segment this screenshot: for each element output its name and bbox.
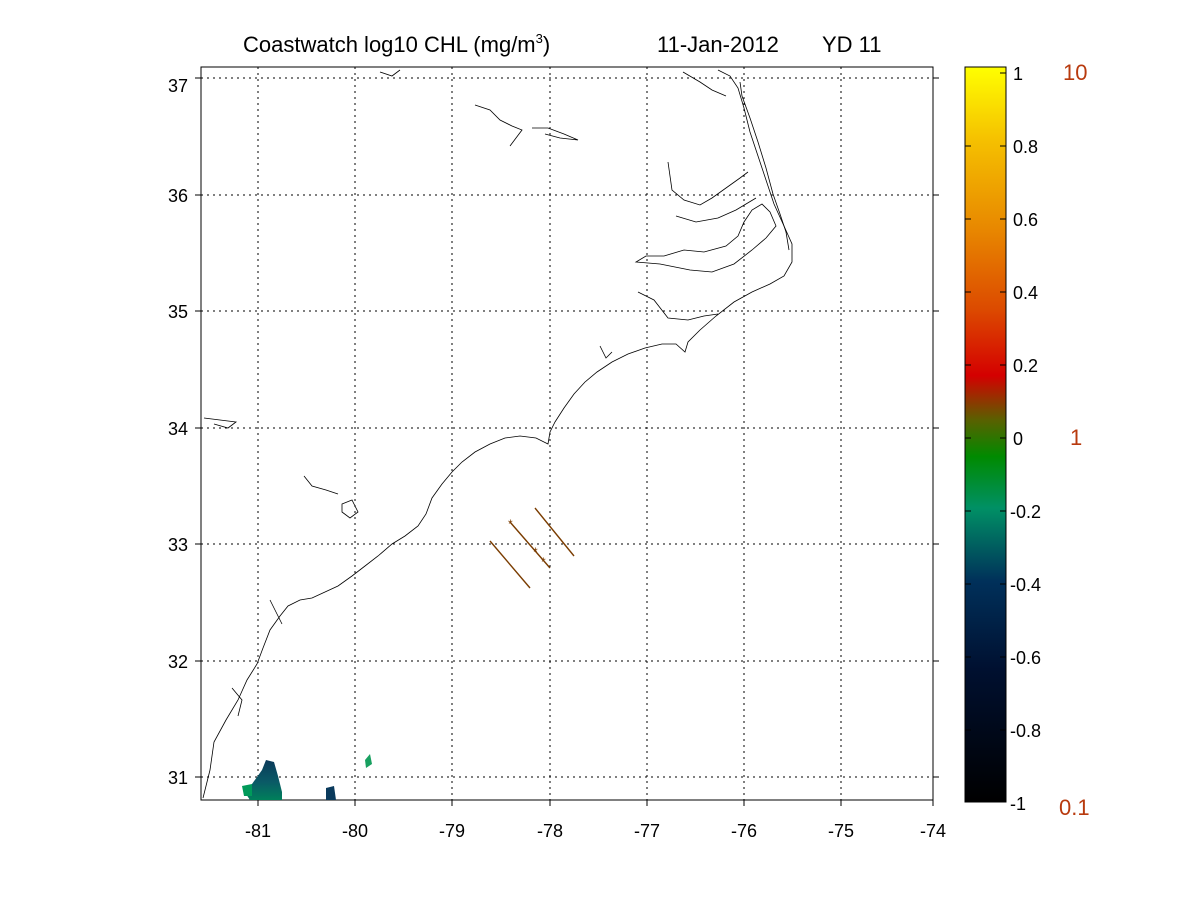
colorbar-side-label-0-1: 0.1 — [1059, 795, 1090, 820]
lat-tick: 32 — [168, 652, 188, 672]
colorbar-side-label-1: 1 — [1070, 425, 1082, 450]
lat-tick: 37 — [168, 76, 188, 96]
coastline — [202, 69, 793, 799]
colorbar-tick: 0.8 — [1013, 137, 1038, 157]
colorbar-tick: -0.2 — [1010, 502, 1041, 522]
colorbar-gradient — [964, 66, 1007, 803]
lon-tick: -78 — [537, 821, 563, 841]
colorbar-tick: 1 — [1013, 64, 1023, 84]
lat-tick: 33 — [168, 535, 188, 555]
colorbar-tick: 0.4 — [1013, 283, 1038, 303]
lon-tick: -75 — [828, 821, 854, 841]
lon-tick: -77 — [634, 821, 660, 841]
map-title: Coastwatch log10 CHL (mg/m3) — [243, 31, 550, 57]
map-date: 11-Jan-2012 — [657, 32, 779, 57]
chlorophyll-patches — [242, 754, 372, 800]
lon-tick: -74 — [920, 821, 946, 841]
colorbar-tick: -0.8 — [1010, 721, 1041, 741]
lon-tick: -81 — [245, 821, 271, 841]
lon-tick: -79 — [439, 821, 465, 841]
svg-text:*: * — [541, 555, 546, 569]
colorbar-side-label-10: 10 — [1063, 60, 1087, 85]
svg-text:*: * — [533, 545, 538, 559]
colorbar-tick: -1 — [1010, 794, 1026, 814]
lat-tick: 35 — [168, 302, 188, 322]
colorbar-tick: -0.6 — [1010, 648, 1041, 668]
svg-text:*: * — [508, 517, 513, 531]
colorbar-tick: -0.4 — [1010, 575, 1041, 595]
colorbar: 1 0.8 0.6 0.4 0.2 0 -0.2 -0.4 -0.6 -0.8 … — [964, 60, 1090, 820]
colorbar-tick: 0 — [1013, 429, 1023, 449]
lat-tick-labels: 31 32 33 34 35 36 37 — [168, 76, 188, 788]
lat-tick: 34 — [168, 419, 188, 439]
lat-tick: 31 — [168, 768, 188, 788]
map-frame — [200, 66, 934, 801]
lon-tick: -76 — [731, 821, 757, 841]
colorbar-tick: 0.6 — [1013, 210, 1038, 230]
lon-tick-labels: -81 -80 -79 -78 -77 -76 -75 -74 — [245, 821, 946, 841]
colorbar-ticks — [965, 72, 1006, 731]
lon-tick: -80 — [342, 821, 368, 841]
lat-tick: 36 — [168, 186, 188, 206]
year-day-label: YD 11 — [822, 32, 882, 57]
station-markers: * * * — [508, 517, 546, 569]
colorbar-tick: 0.2 — [1013, 356, 1038, 376]
map-plot-area: * * * — [195, 66, 939, 806]
map-axis-ticks — [195, 77, 939, 806]
cruise-tracks — [489, 507, 575, 589]
